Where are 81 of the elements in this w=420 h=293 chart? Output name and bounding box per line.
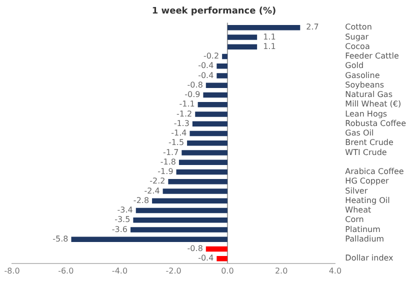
x-tick-label: -2.0 [166,266,182,276]
y-tick-label: Platinum [345,224,381,234]
data-label: -1.3 [174,118,190,128]
bar [162,188,228,194]
y-tick-label: Soybeans [345,80,384,90]
y-tick-label: Gasoline [345,70,380,80]
bar [216,73,228,78]
y-tick-label: Gold [345,61,364,70]
bar [195,112,228,117]
bar [216,63,228,69]
y-tick-label: Feeder Cattle [345,52,399,61]
data-label: -3.5 [114,215,130,224]
bar [222,54,228,60]
bar [71,236,228,242]
data-label: -1.5 [168,138,184,148]
chart-title: 1 week performance (%) [152,6,276,17]
data-label: -0.4 [198,254,214,263]
bar [227,24,300,30]
data-label: 1.1 [263,42,276,51]
data-label: -0.9 [184,90,200,100]
y-tick-label: Silver [345,186,368,196]
data-label: -1.4 [171,128,187,138]
bar [206,82,228,88]
data-label: -5.8 [52,234,68,244]
data-label: -0.8 [187,80,203,90]
bar [206,246,228,252]
data-label: 1.1 [263,32,276,42]
data-label: 2.7 [306,22,319,32]
y-tick-label: Dollar index [345,254,394,263]
y-tick-label: Wheat [345,206,372,215]
data-label: -1.2 [176,109,192,118]
y-tick-label: Natural Gas [345,90,392,100]
data-label: -1.1 [179,100,195,109]
data-label: -0.2 [203,52,220,61]
data-label: -0.8 [187,244,203,254]
bar [133,217,228,223]
bar [152,198,228,204]
bar [178,160,228,165]
bar [203,92,228,98]
y-tick-label: Brent Crude [345,138,394,148]
y-tick-label: Heating Oil [345,196,390,205]
y-tick-label: Gas Oil [345,128,374,138]
y-tick-label: Arabica Coffee [345,167,404,176]
bar [182,150,228,156]
y-tick-label: Cotton [345,22,372,32]
bar [227,44,258,50]
data-label: -0.4 [198,70,214,80]
data-label: -3.4 [117,206,133,215]
data-label: -1.7 [163,148,179,157]
bar [190,130,228,136]
bar [130,227,228,232]
x-tick-label: 0.0 [221,266,234,276]
x-tick-label: -6.0 [58,266,74,276]
y-tick-label: WTI Crude [345,148,387,157]
data-label: -2.4 [144,186,160,196]
bar [136,208,228,214]
bar [187,140,228,146]
y-tick-label: Corn [345,215,364,224]
data-label: -1.9 [158,167,174,176]
x-tick-label: -4.0 [112,266,128,276]
x-tick-label: 4.0 [328,266,342,276]
y-tick-label: Robusta Coffee [345,118,406,128]
bar [176,169,228,175]
y-tick-label: Lean Hogs [345,109,388,118]
data-label: -0.4 [198,61,214,70]
data-label: -2.8 [133,196,150,205]
x-tick-label: 2.0 [274,266,288,276]
data-label: -3.6 [112,224,128,234]
data-label: -1.8 [160,157,176,166]
bar [227,34,258,40]
bar [168,178,228,184]
bar [192,121,228,126]
bar [198,102,228,108]
y-tick-label: Mill Wheat (€) [345,100,402,109]
y-tick-label: Palladium [345,234,384,244]
y-tick-label: Sugar [345,32,370,42]
data-label: -2.2 [150,176,166,186]
y-tick-label: Cocoa [345,42,370,51]
bar [216,256,228,262]
y-tick-label: HG Copper [345,176,390,186]
x-tick-label: -8.0 [4,266,20,276]
